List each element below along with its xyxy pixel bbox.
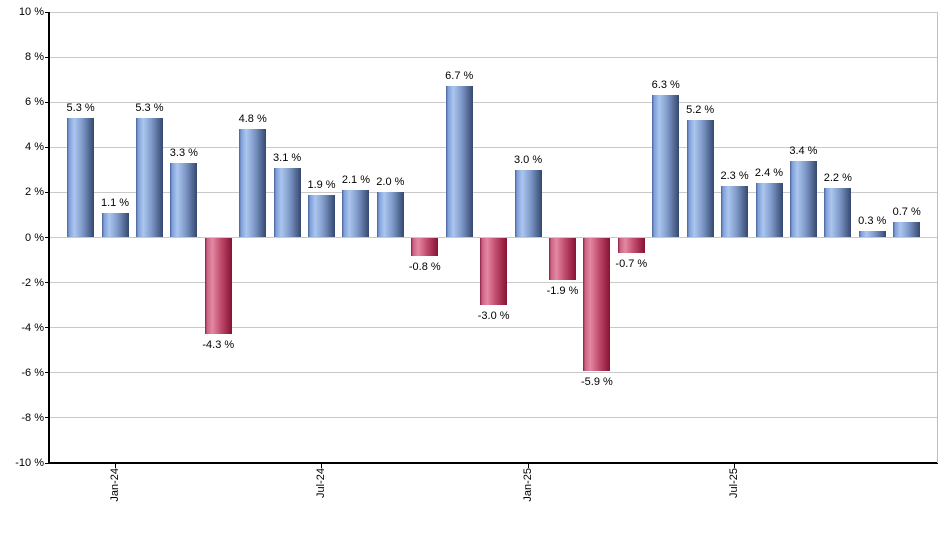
x-axis-tick (527, 464, 529, 468)
bar-value-label: 5.2 % (686, 104, 715, 117)
bar (480, 237, 508, 306)
y-axis-tick (45, 146, 49, 148)
x-axis-tick-label: Jul-25 (728, 468, 741, 498)
bar-value-label: 2.2 % (823, 171, 852, 184)
bar-value-label: 1.1 % (100, 196, 130, 209)
bar-value-label: 3.3 % (169, 147, 198, 160)
bar (239, 129, 267, 238)
y-axis-tick (45, 11, 49, 13)
gridline (49, 101, 938, 103)
y-axis-tick-label: -6 % (21, 366, 44, 379)
bar-value-label: -0.8 % (408, 260, 441, 273)
bar-value-label: -3.0 % (477, 310, 510, 323)
gridline (49, 417, 938, 419)
x-axis-tick (321, 464, 323, 468)
y-axis-tick (45, 56, 49, 58)
bar-value-label: 5.3 % (135, 101, 164, 114)
bar-value-label: -5.9 % (580, 375, 613, 388)
bar-value-label: -4.3 % (202, 339, 235, 352)
bar (548, 237, 576, 281)
gridline (49, 11, 938, 13)
bar-value-label: 2.4 % (754, 167, 784, 180)
bar (411, 237, 439, 256)
bar-value-label: 0.3 % (858, 214, 887, 227)
bar-value-label: 0.7 % (892, 205, 921, 218)
x-axis (48, 462, 938, 464)
bar (686, 120, 714, 238)
bar (204, 237, 232, 335)
y-axis (48, 12, 50, 464)
y-axis-tick-label: -8 % (21, 411, 44, 424)
bar (652, 95, 680, 238)
bar-value-label: -0.7 % (615, 258, 648, 271)
bar (789, 160, 817, 238)
bar (67, 117, 95, 238)
gridline (49, 191, 938, 193)
bar (514, 169, 542, 238)
bar-value-label: 1.9 % (307, 178, 336, 191)
y-axis-tick (45, 237, 49, 238)
bar (583, 237, 611, 371)
bar (858, 230, 886, 238)
bar (101, 212, 129, 238)
bar-value-label: 6.3 % (651, 79, 680, 92)
bar-value-label: 3.1 % (273, 151, 302, 164)
y-axis-tick (45, 372, 49, 374)
x-axis-tick-label: Jan-24 (108, 468, 121, 502)
bar (342, 190, 370, 238)
y-axis-tick (45, 191, 49, 193)
gridline (49, 372, 938, 374)
bar-value-label: 4.8 % (238, 113, 267, 126)
bar-value-label: -1.9 % (546, 285, 579, 298)
y-axis-tick-label: 6 % (25, 96, 44, 109)
y-axis-tick (45, 462, 49, 464)
bar-value-label: 3.0 % (513, 153, 543, 166)
y-axis-tick-label: 10 % (18, 6, 44, 18)
bar (893, 221, 921, 238)
bar-value-label: 2.0 % (376, 176, 405, 189)
y-axis-tick-label: 0 % (25, 231, 44, 244)
bar-value-label: 2.1 % (341, 174, 371, 187)
gridline (49, 146, 938, 148)
x-axis-tick (114, 464, 116, 468)
x-axis-tick-label: Jul-24 (315, 468, 328, 498)
bar (617, 237, 645, 254)
y-axis-tick-label: 8 % (25, 51, 44, 64)
y-axis-tick-label: 2 % (25, 186, 44, 199)
bar-value-label: 6.7 % (445, 70, 474, 83)
bar (721, 185, 749, 238)
y-axis-tick-label: -10 % (15, 457, 44, 469)
bar-value-label: 3.4 % (789, 144, 818, 157)
bar-value-label: 5.3 % (66, 101, 95, 114)
y-axis-tick (45, 101, 49, 103)
x-axis-tick (734, 464, 736, 468)
bar (135, 117, 163, 238)
plot-right-border (937, 12, 938, 463)
bar (755, 183, 783, 238)
gridline (49, 327, 938, 329)
y-axis-tick-label: 4 % (25, 141, 44, 154)
bar-value-label: 2.3 % (720, 169, 749, 182)
x-axis-tick-label: Jan-25 (521, 468, 534, 502)
bar (376, 192, 404, 238)
bar (824, 187, 852, 238)
bar (445, 86, 473, 238)
y-axis-tick (45, 327, 49, 329)
gridline (49, 56, 938, 58)
bar (273, 167, 301, 238)
y-axis-tick-label: -4 % (21, 321, 44, 334)
bar (170, 163, 198, 238)
y-axis-tick (45, 417, 49, 419)
y-axis-tick-label: -2 % (21, 276, 44, 289)
y-axis-tick (45, 282, 49, 284)
bar (308, 194, 336, 238)
